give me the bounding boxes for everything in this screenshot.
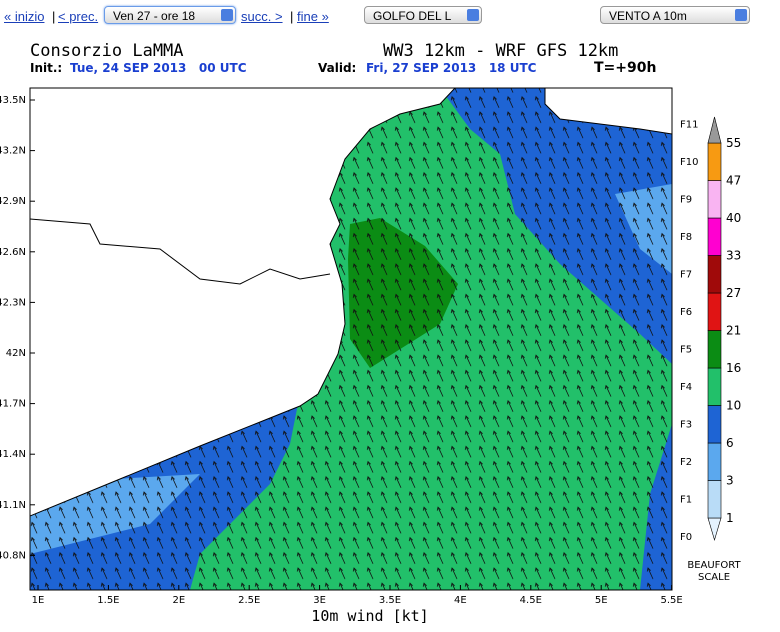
region-select[interactable]: GOLFO DEL L bbox=[364, 6, 482, 24]
speed-label: 40 bbox=[726, 211, 741, 225]
y-tick-label: 43.2N bbox=[0, 146, 26, 157]
nav-link[interactable]: succ. > bbox=[241, 9, 283, 24]
nav-link[interactable]: fine » bbox=[297, 9, 329, 24]
x-tick-label: 3.5E bbox=[379, 595, 401, 606]
x-tick-label: 3E bbox=[313, 595, 326, 606]
y-tick-label: 42.9N bbox=[0, 196, 26, 207]
plot-frame bbox=[29, 87, 673, 591]
speed-label: 55 bbox=[726, 136, 741, 150]
colorbar-segment bbox=[707, 217, 722, 256]
model-title: WW3 12km - WRF GFS 12km bbox=[383, 41, 618, 61]
speed-label: 47 bbox=[726, 174, 741, 188]
y-tick-label: 43.5N bbox=[0, 95, 26, 106]
speed-label: 33 bbox=[726, 249, 741, 263]
colorbar-segment bbox=[707, 367, 722, 406]
colorbar-high bbox=[707, 116, 722, 144]
valid-label: Valid: bbox=[318, 61, 356, 75]
time-select[interactable]: Ven 27 - ore 18 bbox=[104, 6, 236, 24]
x-tick-label: 4E bbox=[454, 595, 467, 606]
y-tick-label: 42N bbox=[6, 348, 26, 359]
map-figure: Consorzio LaMMA WW3 12km - WRF GFS 12km … bbox=[0, 41, 742, 625]
colorbar-segment bbox=[707, 255, 722, 294]
beaufort-label: F4 bbox=[680, 382, 692, 393]
field-select[interactable]: VENTO A 10m bbox=[600, 6, 750, 24]
beaufort-label: F5 bbox=[680, 345, 692, 356]
beaufort-label: F3 bbox=[680, 420, 692, 431]
x-tick-label: 5E bbox=[595, 595, 608, 606]
colorbar-segment bbox=[707, 142, 722, 181]
map bbox=[30, 88, 672, 590]
y-tick-label: 42.3N bbox=[0, 297, 26, 308]
beaufort-label: F9 bbox=[680, 195, 692, 206]
speed-label: 1 bbox=[726, 511, 734, 525]
border bbox=[30, 218, 331, 285]
x-tick-label: 5.5E bbox=[660, 595, 682, 606]
nav-bar: « inizio | < prec. Ven 27 - ore 18 succ.… bbox=[0, 0, 780, 34]
colorbar-segment bbox=[707, 480, 722, 519]
beaufort-label: F1 bbox=[680, 495, 692, 506]
speed-label: 3 bbox=[726, 474, 734, 488]
x-tick-label: 1E bbox=[32, 595, 45, 606]
beaufort-label: F6 bbox=[680, 307, 692, 318]
colorbar-segment bbox=[707, 405, 722, 444]
y-tick-label: 41.4N bbox=[0, 449, 26, 460]
legend-title: SCALE bbox=[698, 572, 730, 583]
valid-time: Fri, 27 SEP 2013 18 UTC bbox=[366, 61, 537, 75]
beaufort-label: F2 bbox=[680, 457, 692, 468]
nav-link[interactable]: « inizio bbox=[4, 9, 45, 24]
colorbar-low bbox=[707, 517, 722, 542]
colorbar-segment bbox=[707, 330, 722, 369]
colorbar-segment bbox=[707, 180, 722, 219]
speed-label: 27 bbox=[726, 286, 741, 300]
speed-label: 16 bbox=[726, 361, 741, 375]
x-tick-label: 2.5E bbox=[238, 595, 260, 606]
speed-label: 10 bbox=[726, 399, 741, 413]
colorbar-segment bbox=[707, 442, 722, 481]
org-title: Consorzio LaMMA bbox=[30, 41, 184, 61]
nav-link[interactable]: < prec. bbox=[58, 9, 99, 24]
y-tick-label: 40.8N bbox=[0, 550, 26, 561]
beaufort-label: F0 bbox=[680, 532, 692, 543]
beaufort-label: F8 bbox=[680, 232, 692, 243]
init-time: Tue, 24 SEP 2013 00 UTC bbox=[70, 61, 247, 75]
land bbox=[544, 88, 672, 135]
x-tick-label: 2E bbox=[172, 595, 185, 606]
separator: | bbox=[52, 9, 56, 24]
x-tick-label: 1.5E bbox=[97, 595, 119, 606]
beaufort-label: F7 bbox=[680, 270, 692, 281]
colorbar-segment bbox=[707, 292, 722, 331]
y-tick-label: 42.6N bbox=[0, 247, 26, 258]
speed-label: 21 bbox=[726, 324, 741, 338]
colorbar: 1 3 6 10 16 21 27 33 40 47 55 F0 F1 F2 F3 F4 F5 F6 F7 F8 F9 F… bbox=[680, 116, 742, 583]
land bbox=[30, 88, 456, 517]
speed-label: 6 bbox=[726, 436, 734, 450]
legend-title: BEAUFORT bbox=[687, 560, 741, 571]
axes: 43.5N 43.2N 42.9N 42.6N 42.3N 42N 41.7N 41.4N 41… bbox=[0, 95, 683, 606]
x-tick-label: 4.5E bbox=[520, 595, 542, 606]
separator: | bbox=[290, 9, 294, 24]
x-axis-title: 10m wind [kt] bbox=[311, 607, 428, 625]
init-label: Init.: bbox=[30, 61, 62, 75]
lead-time: T=+90h bbox=[594, 60, 656, 76]
beaufort-label: F11 bbox=[680, 120, 698, 131]
y-tick-label: 41.7N bbox=[0, 399, 26, 410]
beaufort-label: F10 bbox=[680, 157, 698, 168]
y-tick-label: 41.1N bbox=[0, 500, 26, 511]
